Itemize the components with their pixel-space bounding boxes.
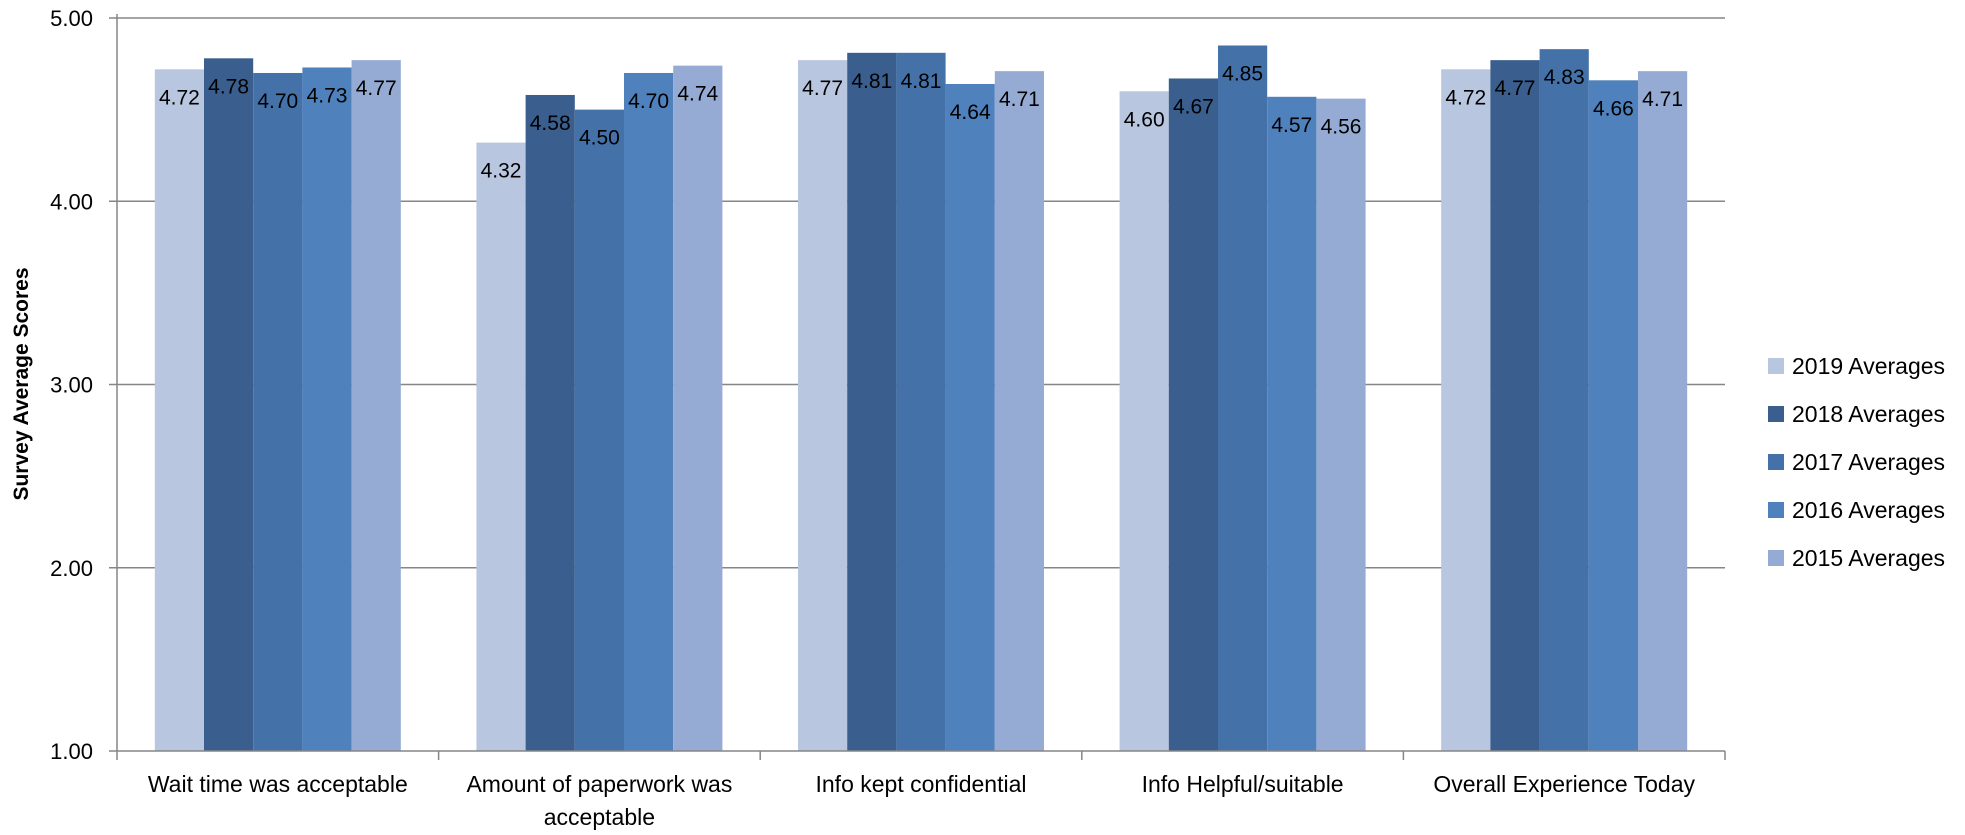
- data-label: 4.67: [1173, 95, 1214, 118]
- data-label: 4.77: [802, 77, 843, 100]
- y-tick-label: 1.00: [50, 739, 93, 764]
- data-label: 4.57: [1271, 114, 1312, 137]
- legend-label: 2016 Averages: [1792, 497, 1945, 523]
- legend-swatch: [1768, 406, 1784, 422]
- legend-label: 2018 Averages: [1792, 401, 1945, 427]
- bar: [253, 72, 303, 752]
- bar: [1168, 78, 1218, 751]
- data-label: 4.71: [1642, 88, 1683, 111]
- data-label: 4.66: [1593, 97, 1634, 120]
- data-label: 4.81: [901, 70, 942, 93]
- bar: [847, 52, 897, 751]
- y-tick-label: 4.00: [50, 189, 93, 214]
- axes: 1.00 2.00 3.00 4.00 5.00 Wait time was accept…: [50, 6, 1726, 830]
- bar: [525, 94, 575, 752]
- data-label: 4.72: [159, 86, 200, 109]
- x-tick-label: Overall Experience Today: [1433, 771, 1695, 797]
- bar: [1441, 69, 1491, 751]
- data-label: 4.73: [307, 84, 348, 107]
- legend-swatch: [1768, 502, 1784, 518]
- bar: [945, 83, 995, 752]
- data-label: 4.50: [579, 127, 620, 150]
- bars: [154, 45, 1688, 752]
- bar: [1119, 91, 1169, 752]
- bar: [1638, 71, 1688, 751]
- data-label: 4.72: [1445, 86, 1486, 109]
- y-tick-label: 3.00: [50, 373, 93, 398]
- x-tick-label: Info Helpful/suitable: [1142, 771, 1344, 797]
- data-label: 4.71: [999, 88, 1040, 111]
- legend-swatch: [1768, 454, 1784, 470]
- data-label: 4.77: [356, 77, 397, 100]
- legend-label: 2015 Averages: [1792, 545, 1945, 571]
- data-label: 4.85: [1222, 62, 1263, 85]
- bar: [154, 69, 204, 751]
- data-label: 4.74: [677, 83, 718, 106]
- y-tick-label: 5.00: [50, 6, 93, 31]
- bar: [1218, 45, 1268, 752]
- bar: [896, 52, 946, 751]
- legend-label: 2019 Averages: [1792, 353, 1945, 379]
- bar: [574, 109, 624, 751]
- data-labels: 4.72 4.78 4.70 4.73 4.77 4.32 4.58 4.50 4.70 4.74…: [159, 62, 1683, 182]
- bar: [1490, 60, 1540, 751]
- legend: 2019 Averages 2018 Averages 2017 Averages 2…: [1768, 353, 1945, 571]
- y-tick-label: 2.00: [50, 556, 93, 581]
- data-label: 4.32: [481, 160, 522, 183]
- bar: [204, 58, 254, 751]
- bar: [1539, 49, 1589, 751]
- data-label: 4.81: [851, 70, 892, 93]
- bar: [798, 60, 848, 751]
- legend-swatch: [1768, 550, 1784, 566]
- data-label: 4.64: [950, 101, 991, 124]
- bar: [1267, 96, 1317, 752]
- data-label: 4.58: [530, 112, 571, 135]
- data-label: 4.70: [628, 90, 669, 113]
- bar: [994, 71, 1044, 751]
- bar: [1588, 80, 1638, 752]
- bar: [476, 142, 526, 752]
- x-tick-label: Wait time was acceptable: [148, 771, 408, 797]
- bar: [302, 67, 352, 752]
- data-label: 4.83: [1544, 66, 1585, 89]
- bar: [1316, 98, 1366, 751]
- data-label: 4.77: [1495, 77, 1536, 100]
- bar: [351, 60, 401, 751]
- data-label: 4.56: [1321, 116, 1362, 139]
- bar: [673, 65, 723, 751]
- y-axis-title: Survey Average Scores: [10, 267, 33, 500]
- x-tick-label: Amount of paperwork was acceptable: [466, 771, 732, 830]
- legend-label: 2017 Averages: [1792, 449, 1945, 475]
- x-tick-label: Info kept confidential: [816, 771, 1027, 797]
- data-label: 4.78: [208, 75, 249, 98]
- data-label: 4.60: [1124, 108, 1165, 131]
- data-label: 4.70: [257, 90, 298, 113]
- bar: [624, 72, 674, 752]
- legend-swatch: [1768, 358, 1784, 374]
